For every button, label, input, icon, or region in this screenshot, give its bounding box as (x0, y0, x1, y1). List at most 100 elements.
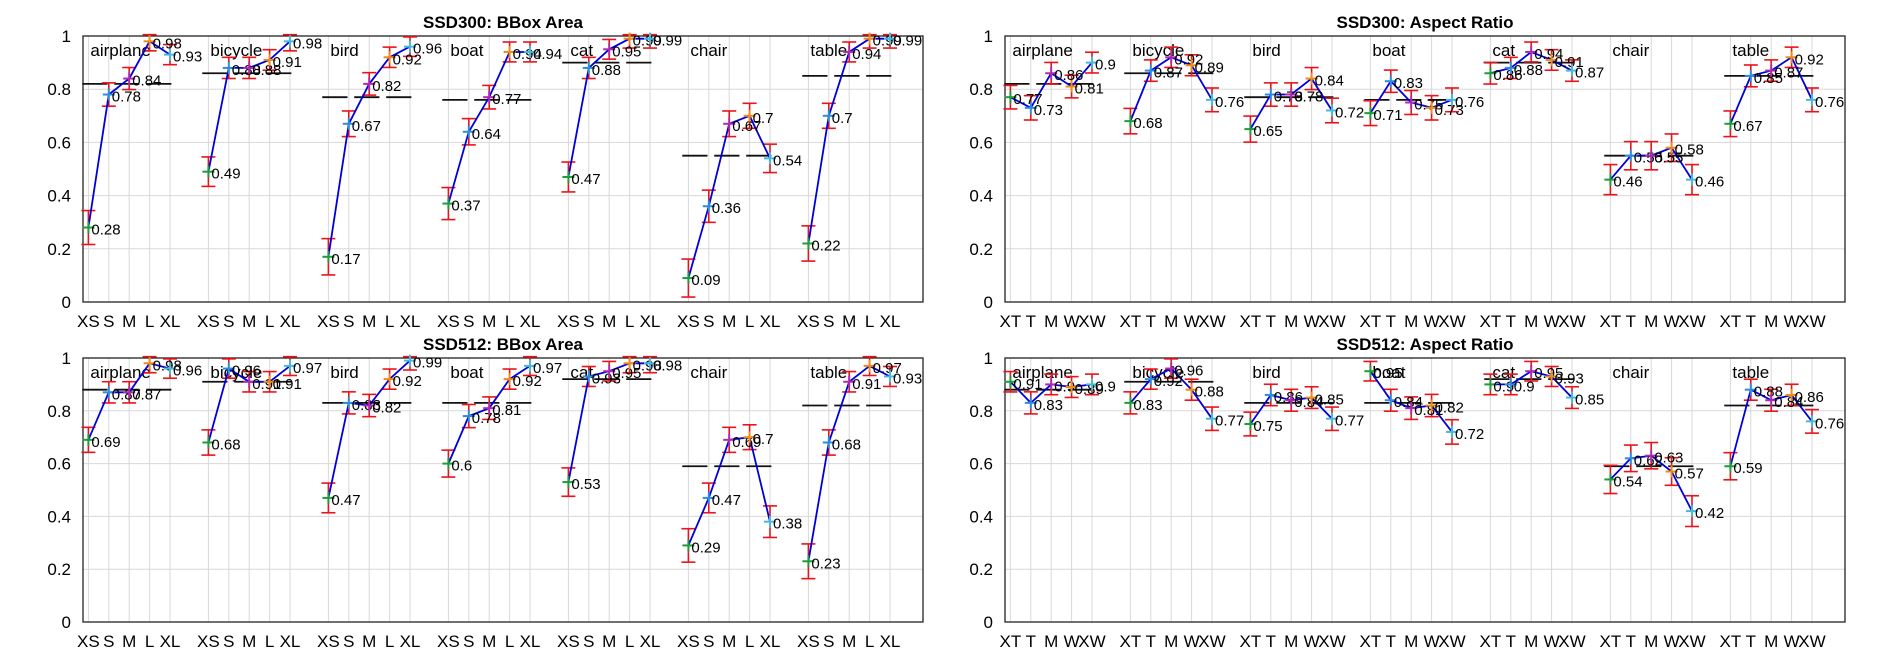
data-label: 0.53 (571, 476, 600, 493)
x-tick-label: XW (1318, 632, 1345, 651)
x-tick-label: S (463, 632, 474, 651)
x-tick-label: M (362, 312, 376, 331)
x-tick-label: XT (1600, 632, 1622, 651)
x-tick-label: XL (640, 632, 661, 651)
x-tick-label: M (1644, 632, 1658, 651)
data-label: 0.36 (712, 200, 741, 217)
x-tick-label: XL (160, 632, 181, 651)
group-label: bird (1252, 363, 1280, 382)
data-label: 0.92 (1174, 51, 1203, 68)
data-label: 0.88 (592, 62, 621, 79)
data-label: 0.99 (653, 33, 682, 50)
data-label: 0.95 (1373, 365, 1402, 382)
data-label: 0.71 (1373, 107, 1402, 124)
x-tick-label: XW (1318, 312, 1345, 331)
group-label: cat (1492, 363, 1515, 382)
data-label: 0.84 (1774, 394, 1803, 411)
data-label: 0.94 (533, 46, 562, 63)
y-tick-label: 0.2 (47, 240, 71, 259)
x-tick-label: XW (1558, 632, 1585, 651)
x-tick-label: M (242, 312, 256, 331)
group-label: bird (1252, 41, 1280, 60)
x-tick-label: XS (677, 312, 700, 331)
x-tick-label: M (482, 632, 496, 651)
data-label: 0.47 (331, 492, 360, 509)
group-bird: XS S M L XL bird 0.17 0.67 0.82 0.920.96 (317, 36, 442, 331)
data-label: 0.92 (1154, 373, 1183, 390)
data-label: 0.58 (1675, 142, 1704, 159)
x-tick-label: XS (197, 312, 220, 331)
x-tick-label: XL (880, 312, 901, 331)
x-tick-label: XW (1678, 632, 1705, 651)
y-tick-label: 0.8 (969, 80, 993, 99)
data-label: 0.47 (712, 492, 741, 509)
data-label: 0.78 (1294, 89, 1323, 106)
data-label: 0.67 (352, 118, 381, 135)
x-tick-label: XL (760, 312, 781, 331)
x-tick-label: S (823, 632, 834, 651)
x-tick-label: M (122, 632, 136, 651)
x-tick-label: W (1544, 632, 1560, 651)
x-tick-label: S (463, 312, 474, 331)
x-tick-label: T (1146, 632, 1156, 651)
data-label: 0.86 (1054, 67, 1083, 84)
x-tick-label: L (505, 312, 514, 331)
x-tick-label: XT (1600, 312, 1622, 331)
x-tick-label: L (385, 632, 394, 651)
data-label: 0.69 (91, 434, 120, 451)
data-label: 0.46 (1613, 174, 1642, 191)
x-tick-label: W (1424, 632, 1440, 651)
group-table: XT T M WXW table 0.67 0.850.870.92 0.76 (1720, 41, 1845, 331)
data-label: 0.91 (273, 376, 302, 393)
x-tick-label: M (1284, 632, 1298, 651)
group-cat: XT T M WXW cat 0.860.880.940.910.87 (1480, 41, 1605, 331)
x-tick-label: T (1266, 312, 1276, 331)
axes-frame (82, 35, 924, 303)
data-label: 0.93 (592, 370, 621, 387)
group-label: boat (1372, 41, 1405, 60)
data-label: 0.68 (832, 436, 861, 453)
x-tick-label: W (1784, 312, 1800, 331)
group-label: airplane (90, 41, 150, 60)
x-tick-label: M (122, 312, 136, 331)
x-tick-label: XS (317, 632, 340, 651)
data-label: 0.84 (1394, 394, 1423, 411)
data-label: 0.97 (533, 360, 562, 377)
data-label: 0.29 (691, 539, 720, 556)
data-label: 0.88 (232, 62, 261, 79)
x-tick-label: XS (557, 632, 580, 651)
group-airplane: XS S M L XL airplane 0.28 0.780.84 0.980.93 (77, 33, 202, 331)
x-tick-label: M (1404, 632, 1418, 651)
data-label: 0.82 (372, 400, 401, 417)
data-label: 0.91 (1013, 376, 1042, 393)
group-label: boat (450, 363, 483, 382)
data-label: 0.96 (413, 41, 442, 58)
x-tick-label: XS (77, 312, 100, 331)
group-airplane: XT T M WXW airplane 0.770.73 0.860.81 0.9 (1000, 41, 1116, 331)
y-tick-label: 0 (984, 293, 993, 312)
data-label: 0.78 (1274, 89, 1303, 106)
data-label: 0.76 (1455, 94, 1484, 111)
x-tick-label: M (722, 632, 736, 651)
chart-title: SSD512: BBox Area (423, 335, 584, 354)
x-tick-label: L (745, 632, 754, 651)
data-label: 0.98 (653, 357, 682, 374)
chart-title: SSD300: BBox Area (423, 13, 584, 32)
data-label: 0.84 (132, 73, 161, 90)
x-tick-label: XL (160, 312, 181, 331)
data-label: 0.88 (1514, 62, 1543, 79)
data-label: 0.22 (811, 237, 840, 254)
x-tick-label: M (1764, 312, 1778, 331)
x-tick-label: M (1524, 632, 1538, 651)
x-tick-label: S (583, 312, 594, 331)
x-tick-label: W (1544, 312, 1560, 331)
x-tick-label: L (625, 312, 634, 331)
